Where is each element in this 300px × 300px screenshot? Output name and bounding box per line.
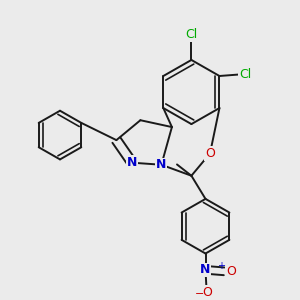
Text: O: O xyxy=(202,286,212,299)
Text: N: N xyxy=(200,263,211,276)
Text: N: N xyxy=(156,158,167,171)
Text: Cl: Cl xyxy=(185,28,197,41)
Text: Cl: Cl xyxy=(239,68,251,81)
Text: O: O xyxy=(205,147,215,160)
Text: +: + xyxy=(217,261,225,271)
Text: −: − xyxy=(195,290,205,299)
Text: O: O xyxy=(226,265,236,278)
Text: N: N xyxy=(127,156,137,169)
